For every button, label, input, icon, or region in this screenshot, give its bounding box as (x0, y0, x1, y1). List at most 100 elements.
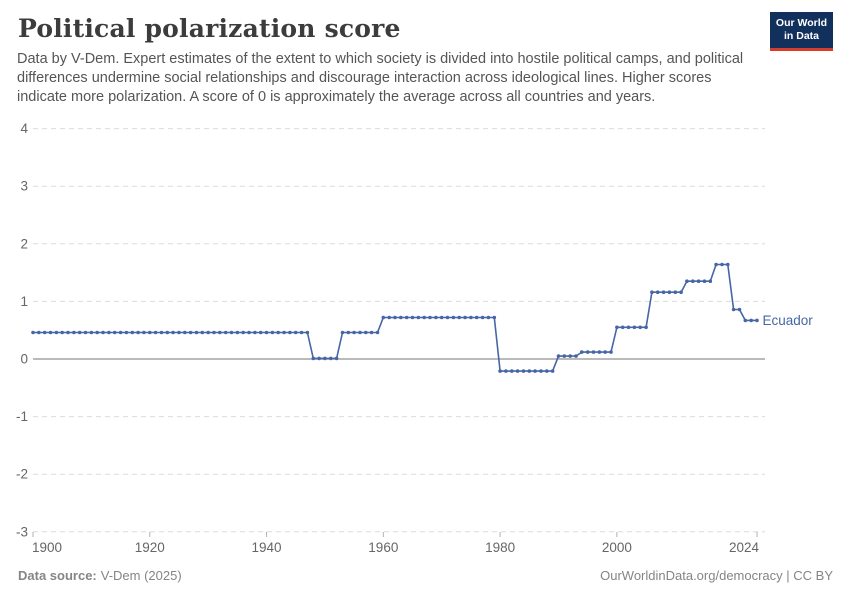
data-point[interactable] (620, 325, 625, 330)
data-point[interactable] (66, 330, 70, 335)
data-point[interactable] (749, 318, 753, 323)
data-point[interactable] (317, 356, 321, 361)
data-point[interactable] (72, 330, 76, 335)
data-point[interactable] (492, 315, 497, 320)
data-point[interactable] (148, 330, 152, 335)
data-point[interactable] (580, 350, 584, 354)
data-point[interactable] (282, 330, 286, 335)
data-point[interactable] (247, 330, 251, 335)
data-point[interactable] (165, 330, 170, 335)
data-point[interactable] (95, 330, 99, 335)
data-point[interactable] (696, 279, 701, 284)
data-point[interactable] (258, 330, 263, 335)
data-point[interactable] (299, 330, 304, 335)
data-point[interactable] (329, 356, 333, 361)
owid-logo[interactable]: Our World in Data (770, 12, 833, 51)
data-point[interactable] (644, 325, 648, 330)
data-point[interactable] (288, 330, 292, 335)
data-point[interactable] (311, 356, 316, 361)
data-point[interactable] (469, 315, 473, 320)
data-point[interactable] (720, 262, 724, 267)
data-point[interactable] (474, 315, 479, 320)
data-point[interactable] (183, 330, 187, 335)
data-point[interactable] (142, 330, 146, 335)
data-point[interactable] (673, 290, 678, 295)
data-point[interactable] (235, 330, 240, 335)
data-point[interactable] (480, 315, 485, 320)
data-point[interactable] (293, 330, 298, 335)
data-point[interactable] (48, 330, 53, 335)
data-point[interactable] (206, 330, 210, 335)
data-point[interactable] (737, 307, 742, 312)
data-point[interactable] (77, 330, 82, 335)
data-point[interactable] (755, 318, 759, 323)
data-point[interactable] (323, 356, 327, 361)
data-point[interactable] (54, 330, 59, 335)
data-point[interactable] (533, 369, 537, 373)
data-point[interactable] (498, 369, 502, 373)
data-point[interactable] (650, 290, 654, 295)
data-point[interactable] (416, 315, 421, 320)
data-point[interactable] (632, 325, 637, 330)
data-point[interactable] (521, 369, 526, 373)
data-point[interactable] (667, 290, 672, 295)
data-point[interactable] (410, 315, 415, 320)
data-point[interactable] (638, 325, 642, 330)
data-point[interactable] (527, 369, 532, 373)
data-point[interactable] (369, 330, 374, 335)
footer-license-link[interactable]: OurWorldinData.org/democracy | CC BY (600, 568, 833, 583)
data-point[interactable] (171, 330, 175, 335)
data-point[interactable] (626, 325, 631, 330)
data-point[interactable] (358, 330, 362, 335)
data-point[interactable] (101, 330, 105, 335)
data-point[interactable] (743, 318, 748, 323)
data-point[interactable] (200, 330, 205, 335)
data-point[interactable] (708, 279, 713, 284)
data-point[interactable] (515, 369, 520, 373)
data-point[interactable] (37, 330, 41, 335)
data-point[interactable] (241, 330, 245, 335)
data-point[interactable] (153, 330, 158, 335)
data-point[interactable] (83, 330, 88, 335)
data-point[interactable] (451, 315, 456, 320)
data-point[interactable] (399, 315, 403, 320)
data-point[interactable] (550, 369, 555, 373)
data-point[interactable] (539, 369, 543, 373)
data-point[interactable] (223, 330, 228, 335)
data-point[interactable] (364, 330, 368, 335)
data-point[interactable] (679, 290, 683, 295)
data-point[interactable] (404, 315, 409, 320)
data-point[interactable] (439, 315, 444, 320)
data-point[interactable] (159, 330, 164, 335)
data-point[interactable] (609, 350, 613, 354)
data-point[interactable] (270, 330, 275, 335)
data-point[interactable] (661, 290, 666, 295)
data-point[interactable] (457, 315, 462, 320)
data-point[interactable] (218, 330, 222, 335)
data-point[interactable] (597, 350, 602, 354)
data-point[interactable] (562, 354, 567, 358)
data-point[interactable] (229, 330, 234, 335)
data-point[interactable] (352, 330, 356, 335)
data-point[interactable] (334, 356, 339, 361)
data-point[interactable] (428, 315, 432, 320)
data-point[interactable] (434, 315, 438, 320)
data-point[interactable] (510, 369, 514, 373)
data-point[interactable] (118, 330, 123, 335)
data-point[interactable] (603, 350, 607, 354)
data-point[interactable] (486, 315, 491, 320)
data-point[interactable] (340, 330, 345, 335)
data-point[interactable] (112, 330, 117, 335)
data-point[interactable] (177, 330, 181, 335)
data-point[interactable] (107, 330, 111, 335)
data-point[interactable] (731, 307, 736, 312)
data-point[interactable] (136, 330, 140, 335)
data-point[interactable] (585, 350, 590, 354)
data-point[interactable] (545, 369, 549, 373)
data-point[interactable] (387, 315, 392, 320)
data-point[interactable] (568, 354, 572, 358)
data-point[interactable] (726, 262, 730, 267)
data-point[interactable] (381, 315, 386, 320)
data-point[interactable] (89, 330, 94, 335)
data-point[interactable] (212, 330, 216, 335)
